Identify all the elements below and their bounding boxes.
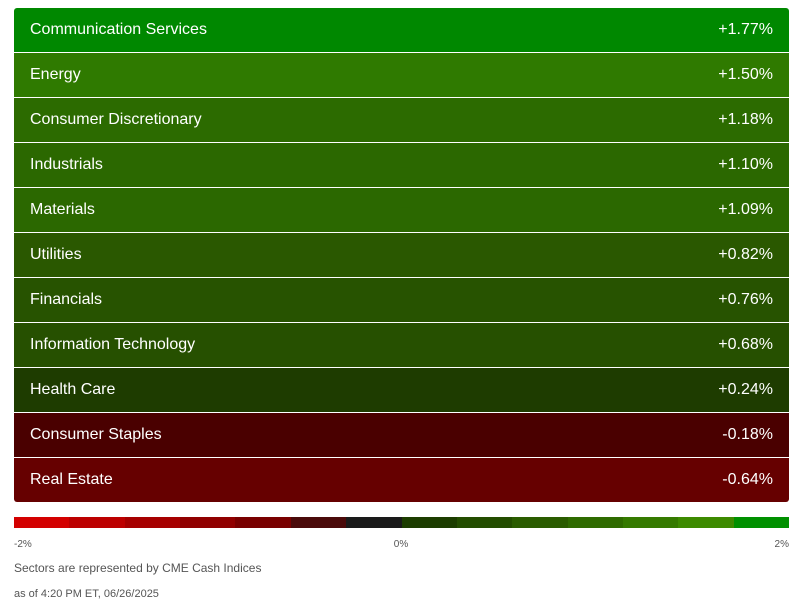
sector-row[interactable]: Real Estate -0.64%	[14, 457, 789, 502]
sector-name: Utilities	[30, 246, 82, 263]
sector-change-value: -0.18%	[722, 426, 773, 443]
color-scale-segment	[180, 517, 236, 528]
sector-row[interactable]: Materials +1.09%	[14, 187, 789, 232]
sector-change-value: +0.68%	[718, 336, 773, 353]
sector-heatmap: Communication Services +1.77% Energy +1.50%…	[14, 8, 789, 502]
sector-change-value: +1.10%	[718, 156, 773, 173]
color-scale-segment	[622, 517, 679, 528]
color-scale-segment	[14, 517, 70, 528]
sector-row[interactable]: Utilities +0.82%	[14, 232, 789, 277]
sector-name: Health Care	[30, 381, 116, 398]
sector-row[interactable]: Financials +0.76%	[14, 277, 789, 322]
source-note: Sectors are represented by CME Cash Indi…	[14, 561, 262, 575]
color-scale-segment	[346, 517, 402, 528]
sector-name: Consumer Discretionary	[30, 111, 202, 128]
sector-name: Energy	[30, 66, 81, 83]
sector-name: Consumer Staples	[30, 426, 162, 443]
scale-mid-label: 0%	[393, 539, 409, 550]
color-scale-segment	[733, 517, 790, 528]
sector-row[interactable]: Industrials +1.10%	[14, 142, 789, 187]
color-scale-segment	[456, 517, 513, 528]
sector-change-value: +1.50%	[718, 66, 773, 83]
color-scale-segment	[290, 517, 347, 528]
sector-row[interactable]: Information Technology +0.68%	[14, 322, 789, 367]
sector-name: Communication Services	[30, 21, 207, 38]
color-scale-segment	[512, 517, 568, 528]
sector-change-value: +1.09%	[718, 201, 773, 218]
sector-name: Industrials	[30, 156, 103, 173]
sector-change-value: +0.82%	[718, 246, 773, 263]
sector-change-value: -0.64%	[722, 471, 773, 488]
sector-change-value: +1.77%	[718, 21, 773, 38]
sector-row[interactable]: Energy +1.50%	[14, 52, 789, 97]
sector-name: Materials	[30, 201, 95, 218]
sector-change-value: +0.24%	[718, 381, 773, 398]
sector-change-value: +0.76%	[718, 291, 773, 308]
color-scale-segment	[401, 517, 457, 528]
sector-change-value: +1.18%	[718, 111, 773, 128]
color-scale-segment	[69, 517, 125, 528]
sector-row[interactable]: Consumer Discretionary +1.18%	[14, 97, 789, 142]
scale-max-label: 2%	[774, 539, 789, 550]
sector-name: Information Technology	[30, 336, 196, 353]
color-scale-segment	[124, 517, 181, 528]
color-scale-segment	[678, 517, 734, 528]
sector-row[interactable]: Health Care +0.24%	[14, 367, 789, 412]
scale-min-label: -2%	[14, 539, 32, 550]
sector-row[interactable]: Consumer Staples -0.18%	[14, 412, 789, 457]
sector-name: Financials	[30, 291, 103, 308]
sector-row[interactable]: Communication Services +1.77%	[14, 8, 789, 52]
timestamp: as of 4:20 PM ET, 06/26/2025	[14, 588, 159, 600]
color-scale-legend	[14, 517, 790, 528]
sector-name: Real Estate	[30, 471, 113, 488]
color-scale-segment	[235, 517, 291, 528]
color-scale-segment	[567, 517, 623, 528]
